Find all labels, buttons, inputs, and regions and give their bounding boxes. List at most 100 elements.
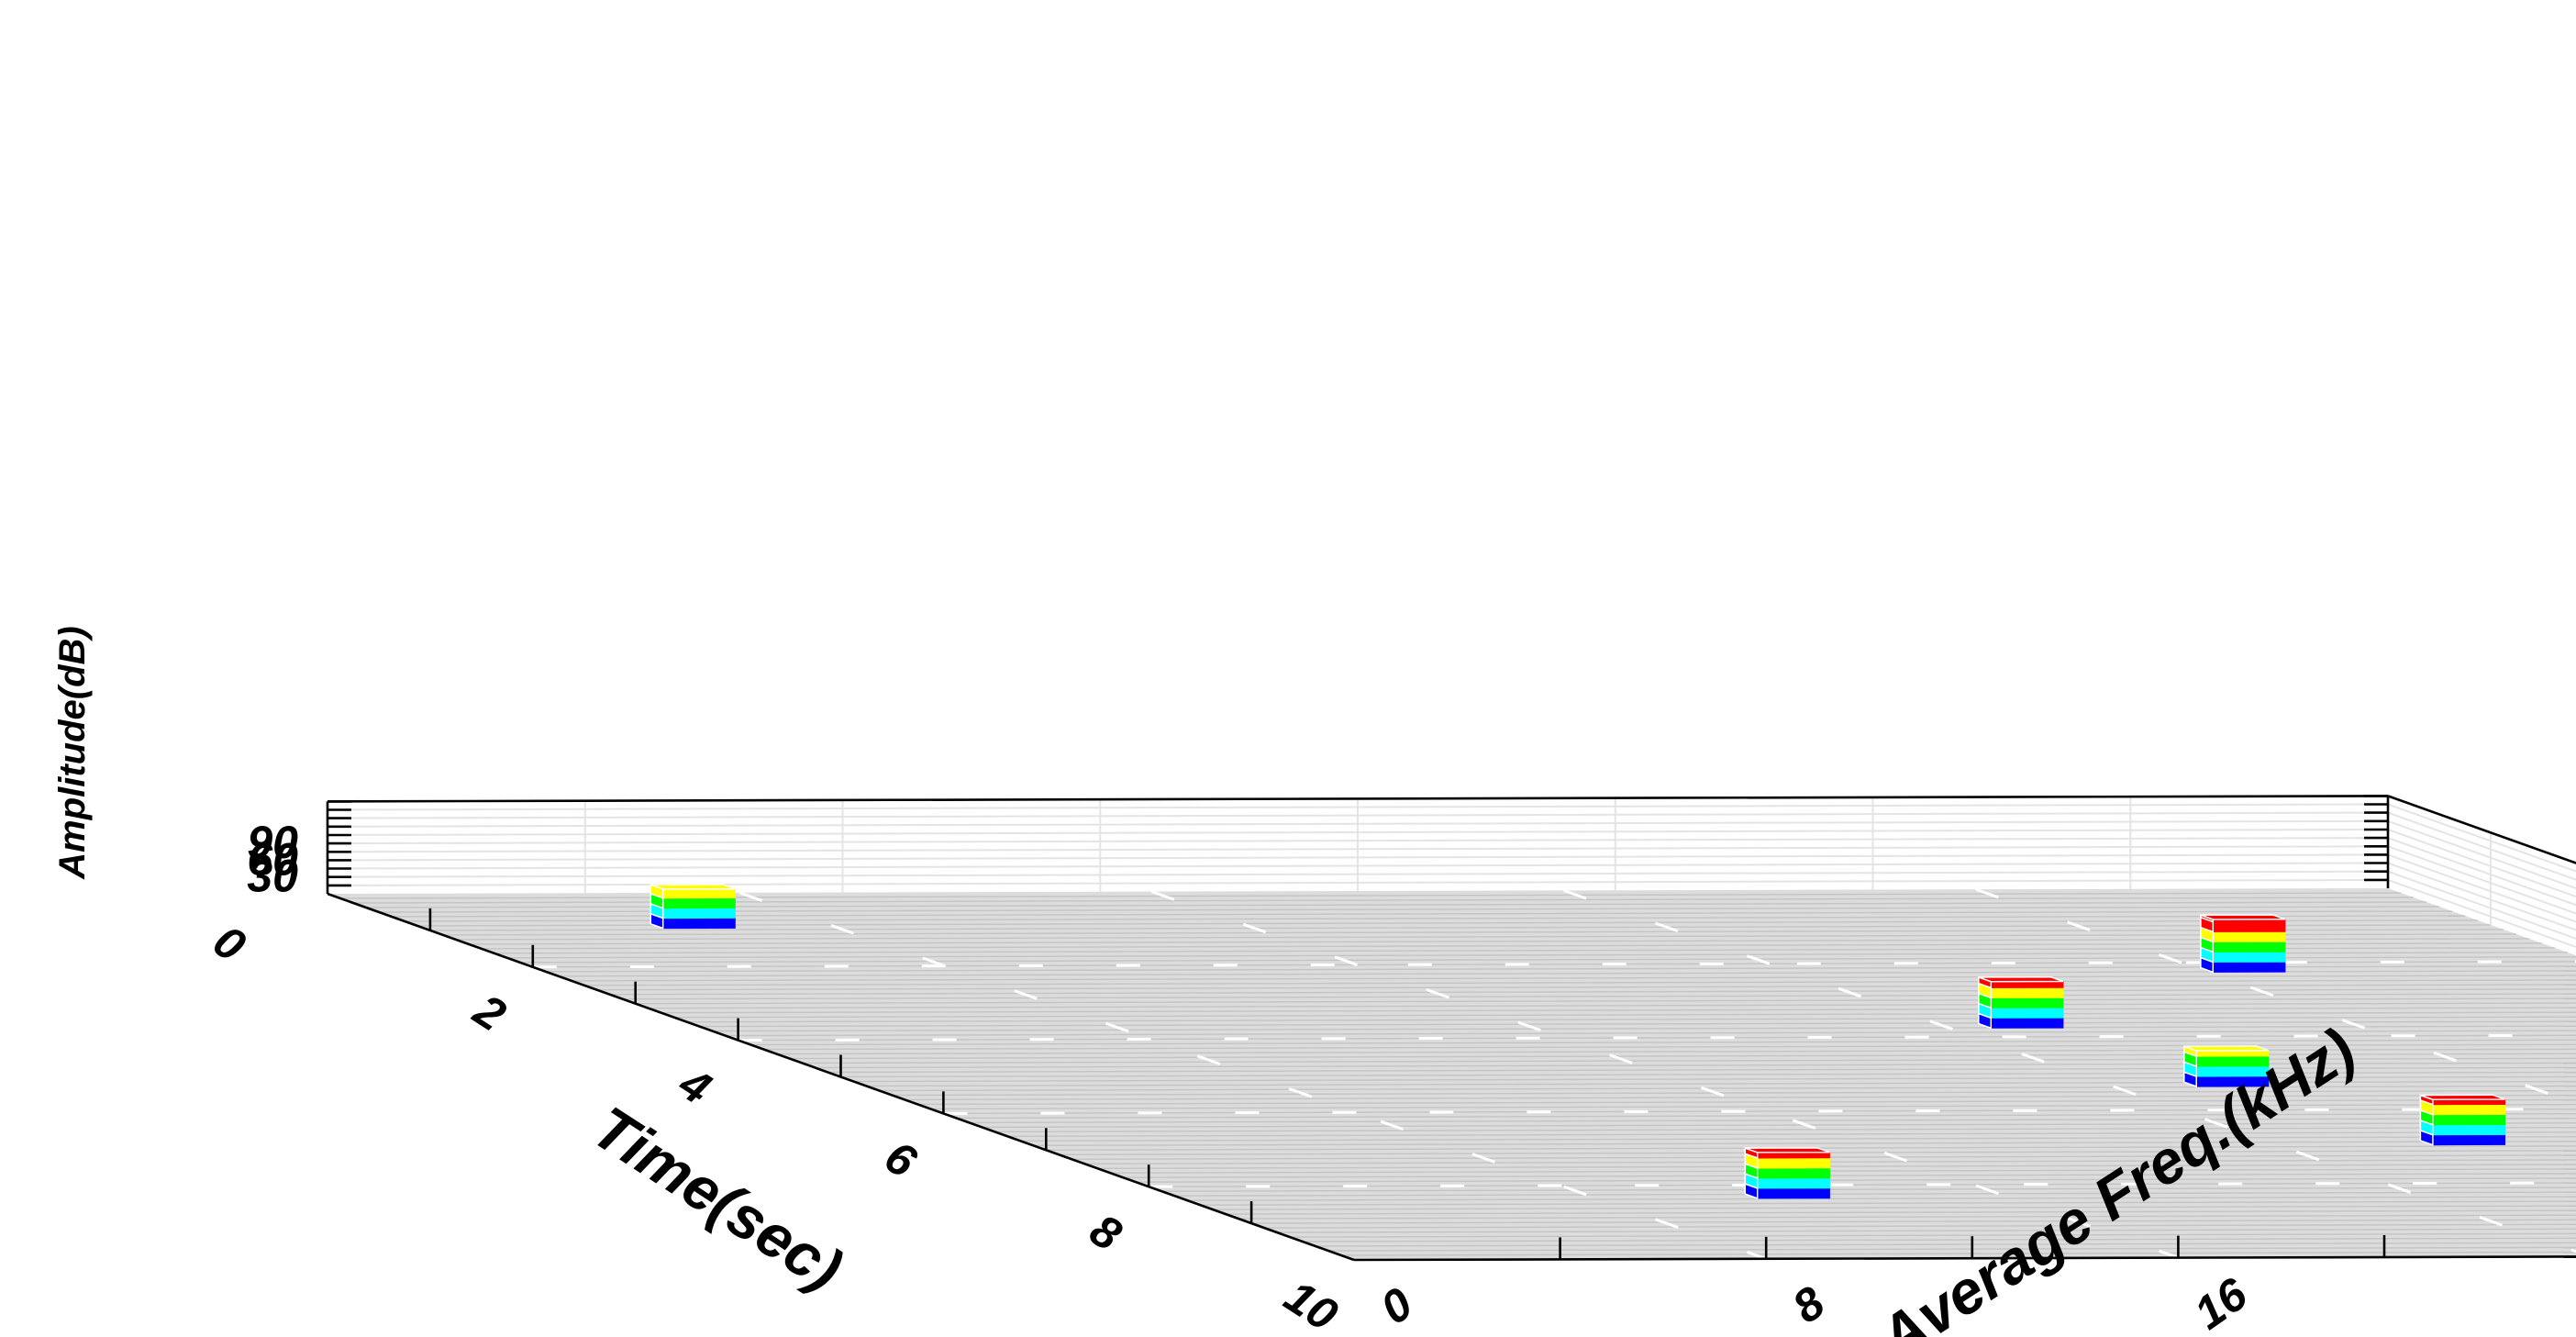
- bar-segment: [2432, 1103, 2505, 1116]
- floor-hatch-line: [1174, 1191, 2576, 1197]
- z-tick-label: 0: [205, 915, 255, 972]
- floor-hatch-line: [956, 1112, 2576, 1120]
- floor-hatch-line: [1136, 1177, 2576, 1183]
- bar: [650, 884, 736, 930]
- floor-hatch-line: [853, 1075, 2576, 1083]
- wall-grid-line: [2387, 853, 2576, 923]
- bar-segment: [662, 897, 736, 909]
- floor-hatch-line: [1238, 1214, 2576, 1220]
- bar: [1978, 975, 2064, 1030]
- floor-hatch-line: [1084, 1159, 2576, 1165]
- bar-top: [1978, 975, 2064, 983]
- floor-hatch-line: [635, 997, 2576, 1005]
- floor-hatch-line: [1213, 1205, 2576, 1210]
- floor-hatch-line: [699, 1020, 2576, 1028]
- floor-hatch-line: [1059, 1150, 2576, 1156]
- bar: [1744, 1147, 1830, 1199]
- floor-hatch-line: [1071, 1154, 2576, 1161]
- wall-grid-line: [2387, 845, 2576, 915]
- floor-hatch-line: [840, 1071, 2576, 1078]
- floor-hatch-line: [1020, 1136, 2576, 1142]
- z-axis-title: Amplitude(dB): [52, 626, 93, 880]
- box-edge: [327, 795, 2389, 803]
- floor-hatch-line: [648, 1002, 2576, 1009]
- floor-hatch-line: [622, 993, 2576, 1000]
- bar-segment: [1990, 1007, 2064, 1019]
- bar: [2419, 1094, 2505, 1146]
- floor-hatch-line: [763, 1043, 2576, 1051]
- floor-hatch-line: [673, 1011, 2576, 1019]
- z-tick-label: 90: [247, 817, 298, 868]
- floor-hatch-line: [596, 984, 2576, 991]
- floor-hatch-line: [416, 919, 2478, 927]
- floor-hatch-line: [815, 1062, 2576, 1069]
- floor-hatch-line: [827, 1066, 2576, 1074]
- wall-grid-line: [2387, 878, 2576, 949]
- floor-hatch-line: [583, 979, 2576, 986]
- wall-grid-line: [2387, 870, 2576, 940]
- z-tick-label: 30: [247, 851, 298, 902]
- wall-grid-line: [2387, 803, 2576, 873]
- floor-hatch-line: [802, 1057, 2576, 1064]
- floor-hatch-line: [1340, 1251, 2576, 1256]
- bar-top: [650, 884, 736, 890]
- floor-hatch-line: [892, 1089, 2576, 1097]
- bar-segment: [1990, 997, 2064, 1008]
- floor-hatch-line: [1302, 1237, 2576, 1242]
- floor-hatch-line: [1251, 1219, 2576, 1224]
- x-tick-label: 2: [464, 984, 515, 1042]
- wall-grid-line: [2387, 862, 2576, 931]
- floor-hatch-line: [969, 1118, 2576, 1124]
- y-tick-label: 0: [1371, 1277, 1422, 1334]
- floor-hatch-line: [725, 1030, 2576, 1037]
- floor-hatch-line: [750, 1039, 2576, 1046]
- floor-hatch-line: [468, 938, 2529, 945]
- floor-hatch-line: [1277, 1228, 2576, 1233]
- bar-segment: [2432, 1123, 2505, 1136]
- floor-hatch-line: [429, 924, 2491, 931]
- bar-segment: [2212, 920, 2286, 932]
- floor-hatch-line: [776, 1048, 2576, 1055]
- floor-hatch-line: [943, 1108, 2576, 1115]
- floor-hatch-line: [1315, 1242, 2576, 1247]
- floor-hatch-line: [455, 933, 2516, 941]
- floor-hatch-line: [1200, 1200, 2576, 1206]
- bar-segment: [662, 917, 736, 930]
- bar-top: [1745, 1147, 1830, 1153]
- bar-segment: [2432, 1113, 2505, 1126]
- bar-top: [2420, 1094, 2505, 1100]
- wall-grid-line: [2387, 811, 2576, 881]
- floor-hatch-line: [738, 1034, 2576, 1042]
- floor-hatch-line: [442, 929, 2504, 936]
- bar-segment: [1757, 1187, 1830, 1199]
- floor-hatch-line: [917, 1098, 2576, 1106]
- bar-segment: [1990, 986, 2064, 998]
- floor-hatch-line: [712, 1025, 2576, 1032]
- bar-segment: [1990, 1017, 2064, 1029]
- x-axis-title: Time(sec): [582, 1093, 855, 1303]
- x-tick-label: 4: [670, 1057, 720, 1115]
- bar-segment: [2212, 951, 2286, 963]
- bar-segment: [662, 907, 736, 919]
- floor-hatch-line: [879, 1085, 2576, 1092]
- floor-hatch-line: [1264, 1223, 2576, 1229]
- wall-grid-line: [2387, 829, 2576, 898]
- floor-hatch-line: [1226, 1209, 2576, 1215]
- floor-hatch-line: [404, 915, 2465, 922]
- z-tick-label: 60: [247, 833, 298, 885]
- wall-grid-line: [2387, 819, 2576, 889]
- bar: [2200, 914, 2286, 974]
- bar-top: [2200, 914, 2286, 920]
- floor-hatch-line: [905, 1094, 2576, 1101]
- floor-hatch-line: [661, 1007, 2576, 1014]
- chart-bars: [650, 884, 2505, 1199]
- bar: [2183, 1045, 2270, 1088]
- bar-segment: [662, 888, 736, 899]
- floor-hatch-line: [1290, 1232, 2576, 1238]
- bar-segment: [1757, 1152, 1830, 1159]
- floor-hatch-line: [481, 942, 2542, 950]
- floor-hatch-line: [789, 1053, 2576, 1060]
- bar-segment: [1990, 980, 2064, 988]
- floor-hatch-line: [1033, 1141, 2576, 1147]
